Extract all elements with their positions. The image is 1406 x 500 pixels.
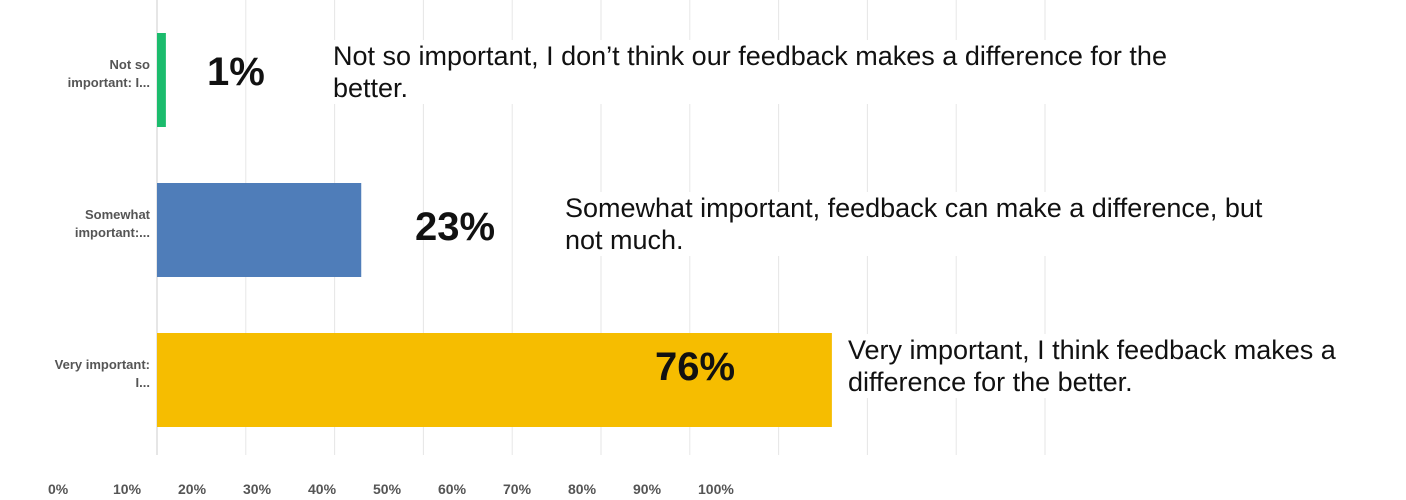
x-tick-label: 90% [633,481,662,497]
category-label: Not so important: I... [67,57,150,90]
x-tick-label: 50% [373,481,402,497]
annotation: Very important, I think feedback makes a… [848,334,1398,398]
x-tick-label: 80% [568,481,597,497]
bar [157,333,832,427]
x-tick-label: 20% [178,481,207,497]
x-tick-label: 10% [113,481,142,497]
x-tick-label: 60% [438,481,467,497]
x-tick-label: 40% [308,481,337,497]
annotation: Somewhat important, feedback can make a … [565,192,1295,256]
value-label: 1% [207,50,265,94]
x-tick-label: 100% [698,481,734,497]
x-tick-label: 30% [243,481,272,497]
x-tick-label: 70% [503,481,532,497]
x-tick-label: 0% [48,481,69,497]
category-label: Somewhat important:... [74,207,150,240]
annotation: Not so important, I don’t think our feed… [333,40,1183,104]
value-label: 23% [415,205,496,249]
bar [157,183,362,277]
bar [157,33,166,127]
category-label: Very important: I... [54,357,150,390]
value-label: 76% [655,345,736,389]
